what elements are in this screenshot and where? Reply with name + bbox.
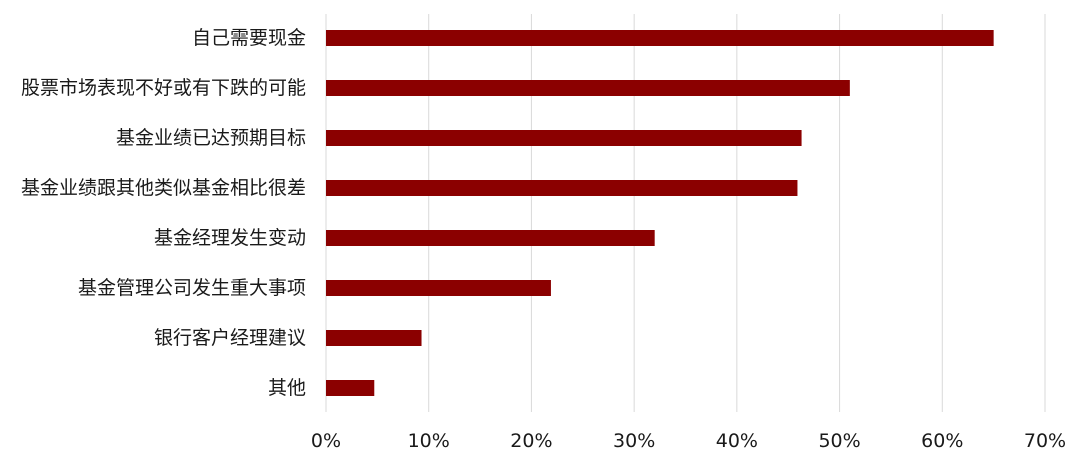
bar-3 xyxy=(326,180,798,196)
bar-2 xyxy=(326,130,802,146)
x-tick-label: 20% xyxy=(510,430,552,452)
x-tick-label: 10% xyxy=(408,430,450,452)
bar-7 xyxy=(326,380,375,396)
category-label: 自己需要现金 xyxy=(192,27,306,49)
gridlines xyxy=(325,14,1046,412)
bar-4 xyxy=(326,230,655,246)
x-tick-label: 0% xyxy=(311,430,341,452)
category-label: 基金业绩跟其他类似基金相比很差 xyxy=(21,177,306,199)
category-label: 基金经理发生变动 xyxy=(154,227,306,249)
bar-6 xyxy=(326,330,422,346)
category-label: 基金管理公司发生重大事项 xyxy=(78,277,306,299)
category-label: 基金业绩已达预期目标 xyxy=(116,127,306,149)
bars xyxy=(326,30,994,396)
category-label: 股票市场表现不好或有下跌的可能 xyxy=(21,77,306,99)
x-tick-label: 70% xyxy=(1024,430,1066,452)
category-label: 其他 xyxy=(268,377,306,399)
bar-5 xyxy=(326,280,551,296)
category-label: 银行客户经理建议 xyxy=(154,327,306,349)
x-tick-label: 50% xyxy=(818,430,860,452)
x-tick-label: 30% xyxy=(613,430,655,452)
category-labels: 自己需要现金股票市场表现不好或有下跌的可能基金业绩已达预期目标基金业绩跟其他类似… xyxy=(21,27,306,399)
bar-1 xyxy=(326,80,850,96)
x-tick-label: 60% xyxy=(921,430,963,452)
bar-0 xyxy=(326,30,994,46)
x-axis-tick-labels: 0% 10% 20% 30% 40% 50% 60% 70% xyxy=(311,430,1066,452)
x-tick-label: 40% xyxy=(716,430,758,452)
